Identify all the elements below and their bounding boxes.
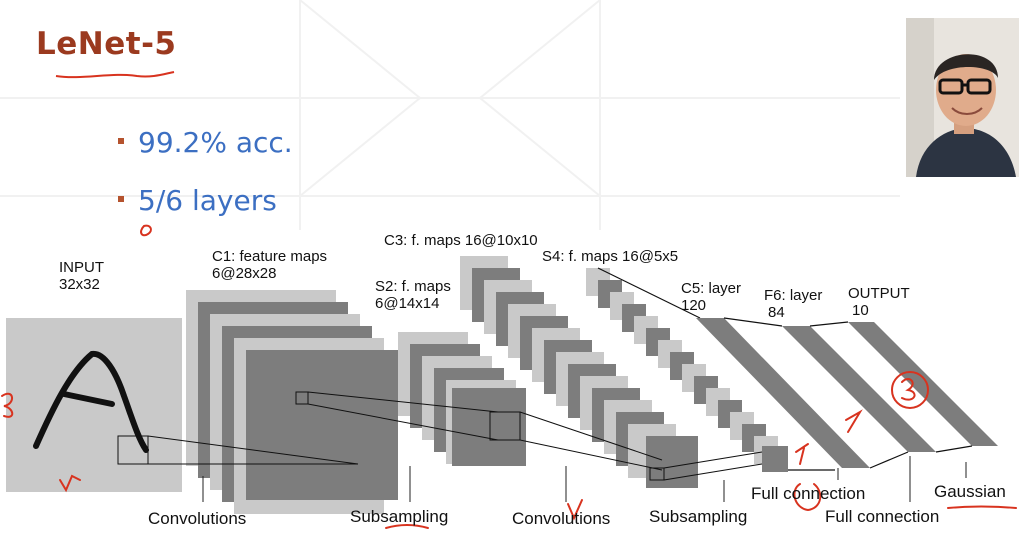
f6-label: F6: layer 84 — [764, 287, 823, 321]
bullet-marker — [118, 138, 124, 144]
bullet-layers: 5/6 layers — [118, 184, 277, 217]
op-label-convolutions-2: Convolutions — [512, 509, 611, 528]
op-label-full-connection-1: Full connection — [751, 484, 866, 503]
op-label-gaussian: Gaussian — [934, 482, 1006, 501]
c1-label: C1: feature maps 6@28x28 — [212, 248, 328, 282]
bullet-accuracy: 99.2% acc. — [118, 126, 293, 159]
output-layer — [848, 322, 998, 446]
c1-feature-maps — [186, 290, 398, 514]
c5-layer — [696, 318, 870, 468]
bullet-layers-text: 5/6 layers — [138, 184, 277, 217]
input-label: INPUT 32x32 — [59, 259, 104, 293]
op-label-full-connection-2: Full connection — [825, 507, 940, 526]
slide-title: LeNet-5 — [36, 26, 177, 62]
f6-layer — [782, 326, 936, 452]
op-label-convolutions-1: Convolutions — [148, 509, 247, 528]
presenter-illustration — [906, 18, 1019, 177]
input-image — [6, 318, 182, 492]
s2-feature-maps — [398, 332, 526, 466]
handwritten-a — [33, 350, 149, 453]
pen-annotations — [1, 224, 1017, 529]
op-label-subsampling-1: Subsampling — [350, 507, 449, 526]
presenter-photo — [906, 18, 1019, 177]
title-underline-annotation — [55, 71, 175, 79]
c3-label: C3: f. maps 16@10x10 — [384, 232, 538, 249]
op-label-subsampling-2: Subsampling — [649, 507, 748, 526]
s2-label: S2: f. maps 6@14x14 — [375, 278, 451, 312]
s4-label: S4: f. maps 16@5x5 — [542, 248, 679, 265]
c5-label: C5: layer 120 — [681, 280, 742, 314]
bullet-accuracy-text: 99.2% acc. — [138, 126, 293, 159]
bullet-marker — [118, 196, 124, 202]
c3-feature-maps — [460, 256, 698, 488]
output-label: OUTPUT 10 — [848, 285, 910, 319]
s4-feature-maps — [586, 268, 788, 472]
